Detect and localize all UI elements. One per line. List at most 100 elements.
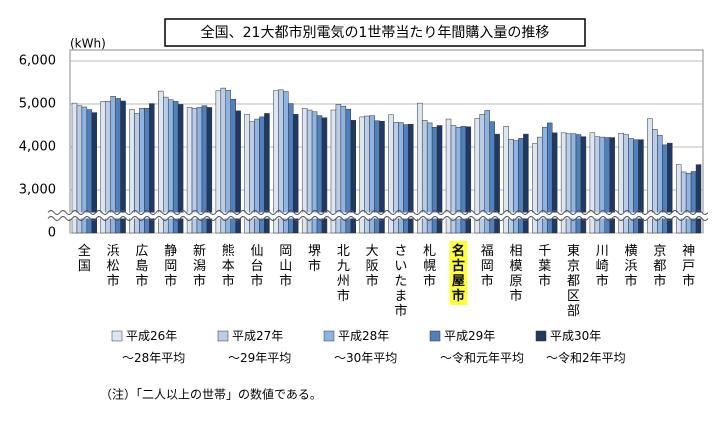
x-tick-label: 堺市 — [308, 244, 321, 274]
bar — [609, 137, 615, 234]
x-tick-char: 原 — [509, 274, 522, 289]
x-tick-char: 都 — [567, 274, 580, 289]
x-tick-char: 区 — [567, 289, 580, 304]
x-tick-char: 戸 — [682, 259, 695, 274]
x-tick-char: 本 — [222, 259, 235, 274]
x-tick-label: 名古屋市 — [452, 243, 465, 304]
x-tick-char: 葉 — [538, 259, 551, 274]
legend-line: ～29年平均 — [228, 351, 291, 365]
x-tick-char: 名 — [452, 243, 465, 259]
x-tick-char: 屋 — [452, 274, 465, 289]
x-tick-char: 部 — [567, 304, 580, 319]
bar — [264, 113, 270, 234]
bar — [685, 172, 692, 234]
legend-label: 平成29年 ～令和元年平均 — [440, 329, 524, 365]
axis-break-line — [47, 216, 709, 221]
x-tick-char: 松 — [107, 259, 120, 274]
x-tick-label: 仙台市 — [251, 244, 264, 289]
x-tick-label: 静岡市 — [164, 244, 177, 289]
bar — [680, 171, 687, 234]
x-tick-label: さいたま市 — [394, 244, 407, 319]
x-tick-char: 浜 — [625, 259, 638, 274]
x-tick-label: 川崎市 — [596, 244, 609, 289]
axis-break-band — [48, 212, 707, 219]
x-tick-char: 大 — [366, 244, 379, 259]
y-tick-label: 4,000 — [19, 140, 56, 155]
bar — [551, 132, 558, 234]
x-tick-char: 市 — [337, 288, 350, 304]
x-tick-label: 千葉市 — [538, 244, 551, 289]
legend-line: 平成30年 — [550, 329, 601, 343]
x-tick-char: 市 — [279, 273, 292, 289]
bar — [177, 104, 184, 234]
x-tick-label: 新潟市 — [193, 243, 206, 289]
x-tick-label: 広島市 — [135, 244, 148, 289]
bar — [149, 103, 155, 234]
x-tick-label: 横浜市 — [625, 244, 638, 289]
y-tick-label: 3,000 — [19, 183, 56, 198]
bar — [667, 142, 673, 234]
x-tick-label: 大阪市 — [366, 244, 379, 289]
bar — [638, 139, 644, 234]
x-tick-char: 市 — [308, 258, 321, 274]
x-tick-char: 市 — [251, 273, 264, 289]
bar — [283, 91, 289, 234]
x-tick-char: 市 — [366, 273, 379, 289]
note: （注）「二人以上の世帯」の数値である。 — [100, 387, 322, 402]
x-tick-char: 東 — [567, 243, 580, 259]
bar — [110, 96, 116, 234]
legend-label: 平成28年 ～30年平均 — [334, 329, 397, 365]
x-tick-char: 相 — [509, 244, 522, 259]
x-tick-char: 市 — [193, 273, 206, 289]
x-tick-char: 新 — [193, 243, 206, 259]
x-tick-char: 堺 — [308, 244, 321, 259]
x-tick-char: い — [394, 259, 407, 274]
x-tick-char: 北 — [337, 244, 350, 259]
legend-label: 平成27年 ～29年平均 — [228, 329, 291, 365]
axis-break-line — [47, 210, 709, 215]
x-tick-char: 国 — [78, 259, 91, 274]
bar — [292, 114, 299, 234]
x-tick-char: 京 — [567, 259, 580, 274]
x-tick-char: 札 — [423, 244, 436, 259]
legend-swatch — [535, 330, 547, 342]
legend-swatch — [429, 330, 441, 342]
x-tick-char: 横 — [625, 244, 638, 259]
x-tick-char: 市 — [481, 273, 494, 289]
x-tick-char: 市 — [423, 273, 436, 289]
x-tick-char: 山 — [279, 259, 292, 274]
x-tick-char: 市 — [596, 273, 609, 289]
legend-line: 平成27年 — [232, 329, 283, 343]
x-tick-char: 阪 — [366, 259, 379, 274]
chart-title: 全国、21大都市別電気の1世帯当たり年間購入量の推移 — [201, 24, 550, 41]
legend-line: ～令和2年平均 — [546, 350, 626, 365]
x-tick-char: 市 — [538, 273, 551, 289]
x-tick-char: 州 — [337, 274, 350, 289]
y-tick-label: 5,000 — [19, 97, 56, 112]
x-tick-char: 古 — [452, 258, 465, 274]
bar — [523, 133, 529, 234]
x-tick-label: 神戸市 — [682, 244, 695, 289]
x-tick-char: 市 — [164, 273, 177, 289]
x-tick-char: 神 — [682, 244, 695, 259]
legend-line: ～28年平均 — [122, 351, 185, 365]
legend-swatch — [217, 330, 229, 342]
x-tick-char: 崎 — [596, 259, 609, 274]
bar — [379, 120, 385, 234]
x-tick-char: 幌 — [423, 258, 436, 274]
highlight — [449, 241, 468, 305]
bar — [91, 112, 98, 234]
x-tick-char: 川 — [596, 244, 609, 259]
title-box — [164, 18, 586, 47]
x-tick-char: 市 — [509, 288, 522, 304]
bar — [494, 133, 500, 234]
x-tick-char: ま — [394, 289, 407, 304]
bar — [408, 123, 414, 234]
x-tick-label: 札幌市 — [423, 244, 436, 289]
x-tick-char: 市 — [135, 273, 148, 289]
x-tick-char: 熊 — [222, 243, 235, 259]
x-tick-char: 市 — [107, 273, 120, 289]
y-unit: (kWh) — [70, 37, 106, 51]
x-tick-char: 九 — [337, 259, 350, 274]
